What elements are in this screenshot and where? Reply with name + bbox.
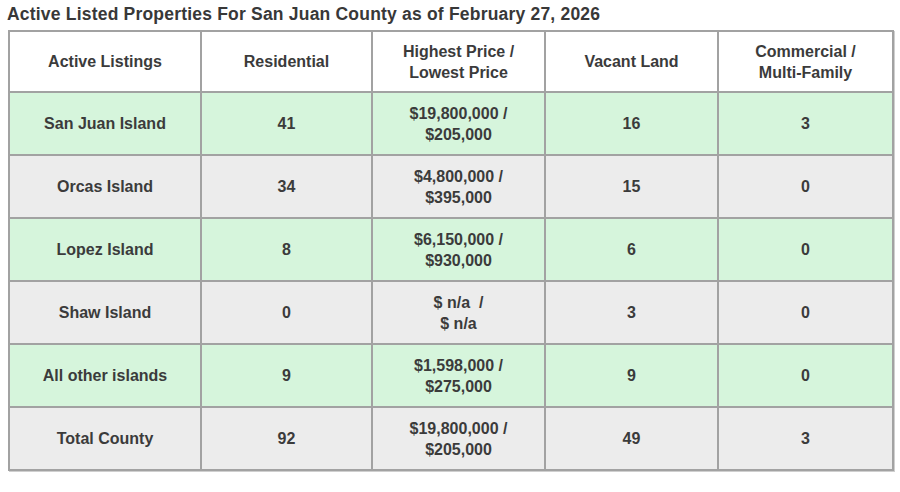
cell-area: Lopez Island <box>9 218 201 281</box>
cell-vacant-land: 6 <box>545 218 718 281</box>
active-listings-table: Active Listings Residential Highest Pric… <box>8 30 894 471</box>
table-row-san-juan-island: San Juan Island 41 $19,800,000 / $205,00… <box>9 92 893 155</box>
cell-area: All other islands <box>9 344 201 407</box>
cell-area: Orcas Island <box>9 155 201 218</box>
table-row-total-county: Total County 92 $19,800,000 / $205,000 4… <box>9 407 893 470</box>
cell-residential: 92 <box>201 407 372 470</box>
column-header-price-range: Highest Price / Lowest Price <box>372 31 545 92</box>
column-header-commercial-line1: Commercial / <box>719 41 892 62</box>
table-row-lopez-island: Lopez Island 8 $6,150,000 / $930,000 6 0 <box>9 218 893 281</box>
column-header-active-listings: Active Listings <box>9 31 201 92</box>
cell-area: Total County <box>9 407 201 470</box>
cell-price-high: $19,800,000 / <box>373 103 544 124</box>
cell-commercial: 3 <box>718 407 893 470</box>
cell-price-low: $205,000 <box>373 124 544 145</box>
cell-price-low: $275,000 <box>373 376 544 397</box>
table-row-shaw-island: Shaw Island 0 $ n/a / $ n/a 3 0 <box>9 281 893 344</box>
column-header-residential: Residential <box>201 31 372 92</box>
cell-residential: 9 <box>201 344 372 407</box>
cell-price-range: $4,800,000 / $395,000 <box>372 155 545 218</box>
cell-area: Shaw Island <box>9 281 201 344</box>
cell-price-low: $ n/a <box>373 313 544 334</box>
header-row: Active Listings Residential Highest Pric… <box>9 31 893 92</box>
cell-price-range: $1,598,000 / $275,000 <box>372 344 545 407</box>
cell-price-range: $19,800,000 / $205,000 <box>372 92 545 155</box>
cell-vacant-land: 3 <box>545 281 718 344</box>
cell-vacant-land: 9 <box>545 344 718 407</box>
column-header-vacant-land: Vacant Land <box>545 31 718 92</box>
cell-price-range: $6,150,000 / $930,000 <box>372 218 545 281</box>
cell-price-range: $19,800,000 / $205,000 <box>372 407 545 470</box>
column-header-commercial-line2: Multi-Family <box>719 62 892 83</box>
cell-commercial: 3 <box>718 92 893 155</box>
column-header-price-line2: Lowest Price <box>373 62 544 83</box>
cell-price-high: $19,800,000 / <box>373 418 544 439</box>
cell-price-low: $205,000 <box>373 439 544 460</box>
page-title: Active Listed Properties For San Juan Co… <box>7 2 900 26</box>
cell-price-high: $6,150,000 / <box>373 229 544 250</box>
table-row-orcas-island: Orcas Island 34 $4,800,000 / $395,000 15… <box>9 155 893 218</box>
cell-residential: 0 <box>201 281 372 344</box>
cell-vacant-land: 16 <box>545 92 718 155</box>
cell-vacant-land: 15 <box>545 155 718 218</box>
column-header-commercial: Commercial / Multi-Family <box>718 31 893 92</box>
cell-price-low: $930,000 <box>373 250 544 271</box>
table-row-all-other-islands: All other islands 9 $1,598,000 / $275,00… <box>9 344 893 407</box>
column-header-price-line1: Highest Price / <box>373 41 544 62</box>
cell-vacant-land: 49 <box>545 407 718 470</box>
cell-commercial: 0 <box>718 155 893 218</box>
cell-area: San Juan Island <box>9 92 201 155</box>
cell-commercial: 0 <box>718 218 893 281</box>
cell-price-range: $ n/a / $ n/a <box>372 281 545 344</box>
cell-commercial: 0 <box>718 281 893 344</box>
cell-price-high: $1,598,000 / <box>373 355 544 376</box>
cell-residential: 34 <box>201 155 372 218</box>
cell-price-low: $395,000 <box>373 187 544 208</box>
cell-price-high: $ n/a / <box>373 292 544 313</box>
cell-commercial: 0 <box>718 344 893 407</box>
cell-residential: 41 <box>201 92 372 155</box>
cell-residential: 8 <box>201 218 372 281</box>
cell-price-high: $4,800,000 / <box>373 166 544 187</box>
